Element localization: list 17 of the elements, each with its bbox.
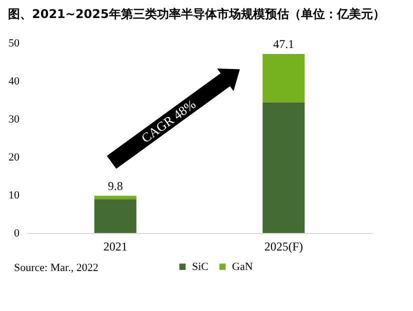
y-tick-label: 0	[14, 228, 20, 240]
y-tick-label: 20	[8, 152, 20, 164]
y-tick-label: 50	[8, 38, 20, 50]
x-tick-label: 2025(F)	[264, 240, 303, 254]
bar	[262, 102, 305, 233]
legend-label: SiC	[192, 260, 209, 273]
bar	[94, 199, 136, 233]
y-tick-label: 30	[8, 114, 20, 126]
legend-label: GaN	[232, 260, 253, 273]
y-tick-label: 10	[8, 190, 20, 202]
chart-title: 图、2021~2025年第三类功率半导体市场规模预估（单位：亿美元）	[8, 7, 385, 21]
source-note: Source: Mar., 2022	[14, 262, 98, 274]
y-tick-label: 40	[8, 76, 20, 88]
bar	[262, 54, 305, 102]
total-label: 47.1	[273, 37, 294, 52]
total-label: 9.8	[108, 178, 123, 193]
x-tick-label: 2021	[103, 240, 128, 254]
